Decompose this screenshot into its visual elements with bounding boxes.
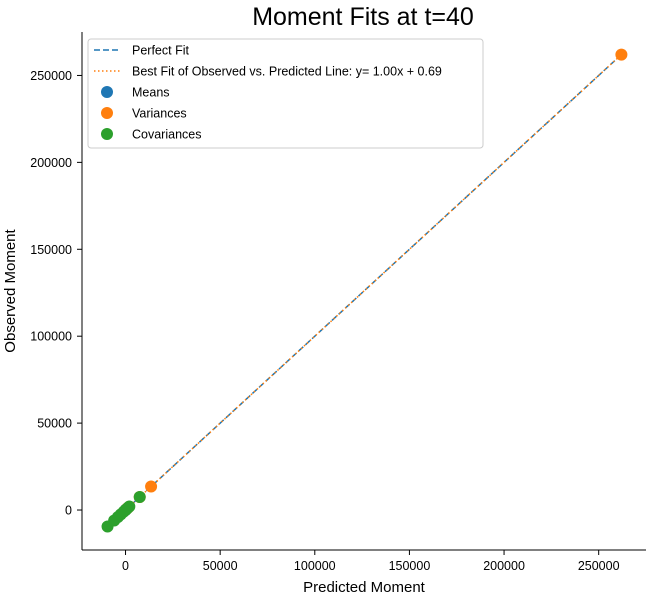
legend: Perfect Fit Best Fit of Observed vs. Pred… xyxy=(87,38,484,149)
legend-label: Variances xyxy=(132,107,187,121)
y-tick-label: 50000 xyxy=(37,417,72,431)
legend-variances-swatch xyxy=(101,107,113,119)
y-ticks: 0 50000 100000 150000 200000 250000 xyxy=(30,69,82,518)
legend-label: Best Fit of Observed vs. Predicted Line:… xyxy=(132,65,442,79)
y-tick-label: 200000 xyxy=(30,156,72,170)
covariances-point xyxy=(133,490,146,503)
y-tick-label: 0 xyxy=(65,504,72,518)
x-tick-label: 200000 xyxy=(483,559,525,573)
variances-point xyxy=(615,48,628,61)
x-tick-label: 0 xyxy=(122,559,129,573)
legend-box xyxy=(87,38,484,149)
x-tick-label: 100000 xyxy=(294,559,336,573)
scatter-points xyxy=(101,48,628,533)
x-tick-label: 150000 xyxy=(389,559,431,573)
y-axis-label: Observed Moment xyxy=(2,228,19,352)
chart-title: Moment Fits at t=40 xyxy=(252,3,474,31)
covariances-point xyxy=(123,500,136,513)
x-ticks: 0 50000 100000 150000 200000 250000 xyxy=(122,550,620,573)
best-fit-line xyxy=(106,54,622,528)
y-tick-label: 250000 xyxy=(30,69,72,83)
fit-lines xyxy=(106,54,622,528)
x-tick-label: 250000 xyxy=(578,559,620,573)
variances-point xyxy=(145,480,158,493)
x-axis-label: Predicted Moment xyxy=(303,579,426,596)
y-tick-label: 100000 xyxy=(30,330,72,344)
legend-label: Perfect Fit xyxy=(132,44,189,58)
legend-label: Covariances xyxy=(132,128,201,142)
x-tick-label: 50000 xyxy=(203,559,238,573)
axes xyxy=(81,32,646,551)
y-tick-label: 150000 xyxy=(30,243,72,257)
legend-covariances-swatch xyxy=(101,128,113,140)
legend-label: Means xyxy=(132,86,170,100)
legend-means-swatch xyxy=(101,86,113,98)
